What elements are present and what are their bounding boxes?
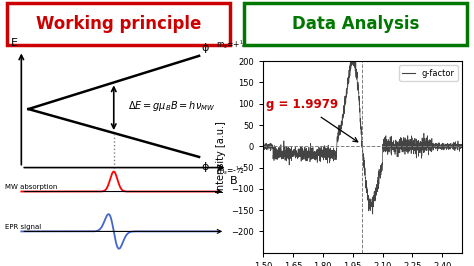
Text: ϕ: ϕ (201, 162, 209, 172)
FancyBboxPatch shape (7, 3, 230, 45)
Y-axis label: Intensity [a.u.]: Intensity [a.u.] (216, 121, 226, 193)
Text: MW absorption: MW absorption (5, 184, 57, 190)
Text: $\Delta E=g\mu_BB=h\nu_{MW}$: $\Delta E=g\mu_BB=h\nu_{MW}$ (128, 99, 215, 113)
Legend: g-factor: g-factor (399, 65, 458, 81)
Text: Data Analysis: Data Analysis (292, 15, 419, 33)
Text: E: E (11, 38, 18, 48)
Text: g = 1.9979: g = 1.9979 (266, 98, 338, 111)
Text: m$_s$=+½: m$_s$=+½ (216, 38, 248, 51)
Text: m$_s$=-½: m$_s$=-½ (216, 165, 245, 177)
FancyBboxPatch shape (244, 3, 467, 45)
Text: B: B (230, 176, 237, 186)
Text: ϕ: ϕ (201, 43, 209, 53)
Text: EPR signal: EPR signal (5, 224, 41, 230)
Text: Working principle: Working principle (36, 15, 201, 33)
